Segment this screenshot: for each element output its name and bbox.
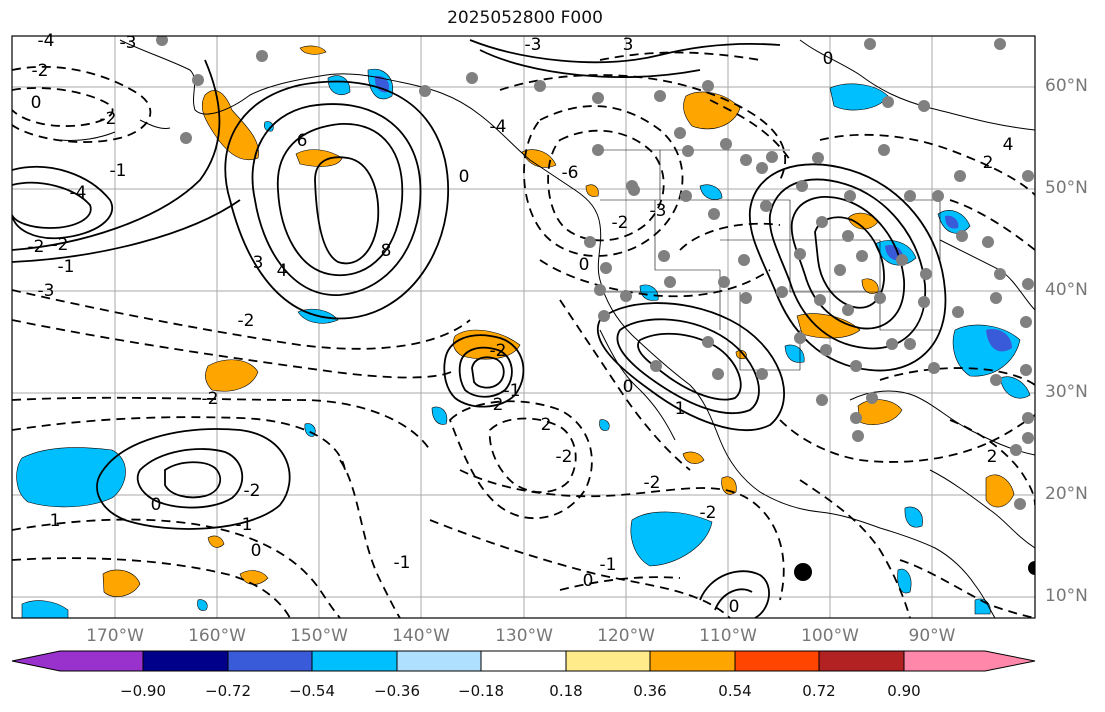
lat-label: 40°N <box>1045 280 1088 300</box>
lon-label: 110°W <box>699 626 757 646</box>
lon-label: 120°W <box>597 626 655 646</box>
colorbar-tick: −0.90 <box>120 682 166 700</box>
contour-label: 3 <box>623 35 634 55</box>
observation-dots <box>156 36 1034 510</box>
lon-label: 140°W <box>392 626 450 646</box>
colorbar-tick: −0.72 <box>205 682 251 700</box>
contour-label: 0 <box>823 49 834 69</box>
contour-label: -3 <box>120 33 137 53</box>
lon-label: 170°W <box>86 626 144 646</box>
contour-label: -2 <box>244 481 261 501</box>
contour-label: -1 <box>110 161 127 181</box>
map-border <box>11 35 1036 619</box>
contour-label: -4 <box>70 183 87 203</box>
contour-label: -3 <box>525 35 542 55</box>
colorbar-tick: −0.18 <box>458 682 504 700</box>
colorbar-segment <box>903 650 1036 672</box>
map-title: 2025052800 F000 <box>447 8 603 28</box>
location-marker <box>794 563 812 581</box>
colorbar-segment <box>818 650 905 672</box>
contour-label: -1 <box>58 257 75 277</box>
contour-label: 0 <box>623 377 634 397</box>
contour-label: -1 <box>236 515 253 535</box>
contour-label: 4 <box>1003 135 1014 155</box>
positive-shading <box>102 45 1015 597</box>
contour-label: -3 <box>38 281 55 301</box>
contour-labels: -4 -3 -3 -2 0 -2 6 -6 -4 -4 8 3 -2 -1 4 … <box>28 31 1014 617</box>
contour-label: -4 <box>38 31 55 51</box>
contour-label: 2 <box>541 415 552 435</box>
contour-label: -2 <box>28 237 45 257</box>
contour-label: 0 <box>579 255 590 275</box>
contour-label: 0 <box>459 167 470 187</box>
contour-label: -2 <box>700 503 717 523</box>
contour-label: -2 <box>238 311 255 331</box>
contour-label: -3 <box>650 201 667 221</box>
contour-label: -2 <box>100 109 117 129</box>
contour-label: 6 <box>297 131 308 151</box>
colorbar-segment <box>734 650 820 672</box>
colorbar <box>11 650 1036 672</box>
colorbar-segment <box>11 650 144 672</box>
lat-label: 50°N <box>1045 178 1088 198</box>
contour-label: -2 <box>556 447 573 467</box>
contour-label: -1 <box>394 553 411 573</box>
lat-label: 20°N <box>1045 484 1088 504</box>
lat-label: 30°N <box>1045 382 1088 402</box>
colorbar-segment <box>649 650 736 672</box>
contour-label: 2 <box>983 153 994 173</box>
edge-marker <box>1028 561 1035 575</box>
colorbar-segment <box>396 650 482 672</box>
lon-label: 150°W <box>290 626 348 646</box>
colorbar-tick: 0.54 <box>718 682 752 700</box>
dashed-contours <box>12 51 1035 618</box>
contour-label: 0 <box>31 93 42 113</box>
solid-contours <box>12 39 947 618</box>
colorbar-tick: 0.36 <box>633 682 667 700</box>
contour-label: -2 <box>202 389 219 409</box>
contour-label: -2 <box>52 235 69 255</box>
colorbar-segment <box>142 650 229 672</box>
contour-label: 0 <box>151 495 162 515</box>
contour-label: 4 <box>277 261 288 281</box>
lon-label: 90°W <box>908 626 956 646</box>
colorbar-tick: 0.18 <box>549 682 583 700</box>
lat-label: 10°N <box>1045 586 1088 606</box>
colorbar-tick: −0.36 <box>374 682 420 700</box>
colorbar-tick: 0.90 <box>887 682 921 700</box>
contour-label: 2 <box>987 447 998 467</box>
lon-label: 130°W <box>495 626 553 646</box>
contour-label: 2 <box>493 395 504 415</box>
contour-label: 0 <box>251 541 262 561</box>
colorbar-segment <box>227 650 313 672</box>
contour-label: 0 <box>583 571 594 591</box>
contour-label: -1 <box>504 381 521 401</box>
colorbar-segment <box>311 650 398 672</box>
contour-label: -1 <box>600 555 617 575</box>
contour-label: 1 <box>50 511 61 531</box>
colorbar-segment <box>565 650 651 672</box>
colorbar-tick: 0.72 <box>802 682 836 700</box>
contour-label: 8 <box>381 241 392 261</box>
colorbar-tick: −0.54 <box>289 682 335 700</box>
contour-label: -2 <box>644 473 661 493</box>
contour-label: 3 <box>253 253 264 273</box>
contour-label: -2 <box>612 213 629 233</box>
contour-label: 1 <box>675 399 686 419</box>
contour-label: 0 <box>729 597 740 617</box>
contour-label: -2 <box>490 341 507 361</box>
contour-label: -6 <box>562 163 579 183</box>
colorbar-segment <box>480 650 567 672</box>
lon-label: 100°W <box>801 626 859 646</box>
contour-label: -4 <box>490 117 507 137</box>
contour-label: -2 <box>32 61 49 81</box>
lon-label: 160°W <box>188 626 246 646</box>
lat-label: 60°N <box>1045 76 1088 96</box>
